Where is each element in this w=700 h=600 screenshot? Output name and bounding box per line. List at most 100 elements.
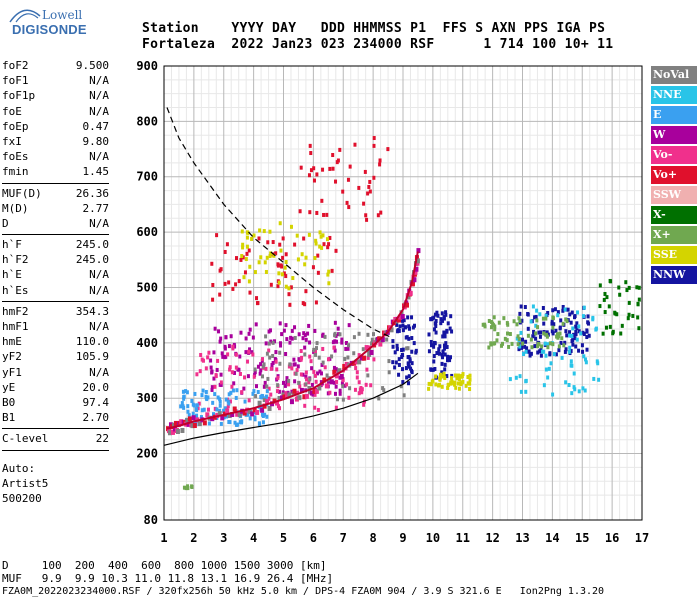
data-point: [232, 406, 237, 412]
data-point: [357, 391, 361, 396]
digisonde-logo: Lowell DIGISONDE: [4, 2, 114, 40]
data-point: [218, 399, 222, 404]
data-point: [264, 334, 268, 339]
data-point: [333, 333, 337, 338]
data-point: [213, 406, 217, 411]
data-point: [256, 390, 260, 395]
data-point: [352, 351, 356, 356]
data-point: [209, 365, 213, 370]
param-row: hmE 110.0: [2, 334, 109, 349]
data-point: [464, 383, 468, 388]
data-point: [271, 340, 275, 345]
data-point: [528, 353, 532, 358]
param-row: h`F2 245.0: [2, 252, 109, 267]
data-point: [280, 264, 284, 269]
data-point: [190, 423, 195, 429]
data-point: [572, 332, 576, 337]
data-point: [556, 310, 560, 315]
data-point: [303, 403, 307, 408]
data-point: [229, 334, 233, 339]
data-point: [546, 332, 550, 337]
legend: NoVal NNE E W Vo- Vo+ SSW X- X+ SSE NNW: [651, 66, 697, 286]
data-point: [436, 350, 440, 355]
data-point: [433, 366, 437, 371]
data-point: [438, 372, 442, 377]
data-point: [316, 253, 320, 258]
data-point: [293, 362, 297, 367]
param-name: foF1p: [2, 89, 36, 103]
data-point: [575, 321, 579, 326]
data-point: [314, 241, 318, 246]
legend-item: W: [651, 126, 697, 144]
data-point: [538, 334, 542, 339]
data-point: [636, 301, 640, 306]
data-point: [281, 390, 285, 395]
data-point: [387, 370, 391, 375]
data-point: [304, 370, 308, 375]
data-point: [443, 362, 447, 367]
data-point: [278, 242, 282, 247]
data-point: [366, 355, 370, 360]
data-point: [237, 412, 242, 418]
data-point: [458, 381, 462, 386]
legend-item: NNE: [651, 86, 697, 104]
data-point: [449, 314, 453, 319]
data-point: [457, 386, 461, 391]
data-point: [573, 387, 577, 392]
param-value: N/A: [89, 320, 109, 333]
data-point: [278, 350, 282, 355]
data-point: [399, 384, 403, 389]
legend-item: NNW: [651, 266, 697, 284]
data-point: [287, 392, 292, 398]
data-point: [615, 312, 619, 317]
data-point: [338, 391, 342, 396]
data-point: [446, 354, 450, 359]
data-point: [259, 362, 263, 367]
data-point: [195, 408, 199, 413]
data-point: [344, 341, 348, 346]
data-point: [236, 422, 240, 427]
param-name: fmin: [2, 165, 29, 179]
data-point: [232, 381, 236, 386]
data-point: [362, 201, 366, 206]
data-point: [210, 369, 214, 374]
data-point: [334, 405, 338, 410]
data-point: [198, 369, 202, 374]
data-point: [551, 392, 555, 397]
data-point: [225, 408, 230, 414]
data-point: [227, 413, 232, 419]
data-point: [167, 430, 172, 436]
data-point: [210, 416, 215, 422]
data-point: [227, 392, 231, 397]
data-point: [279, 343, 283, 348]
data-point: [229, 390, 233, 395]
data-point: [241, 255, 245, 260]
data-point: [404, 302, 409, 308]
data-point: [427, 381, 431, 386]
param-value: 105.9: [75, 350, 109, 364]
data-point: [431, 367, 435, 372]
data-point: [547, 366, 551, 371]
data-point: [284, 274, 288, 279]
data-point: [333, 391, 337, 396]
data-point: [186, 404, 190, 409]
param-row: B1 2.70: [2, 410, 109, 425]
data-point: [246, 359, 250, 364]
data-point: [540, 349, 544, 354]
data-point: [545, 330, 549, 335]
data-point: [569, 348, 573, 353]
data-point: [268, 328, 272, 333]
data-point: [270, 362, 274, 367]
data-point: [532, 329, 536, 334]
data-point: [568, 330, 572, 335]
param-row: foF2 9.500: [2, 58, 109, 73]
data-point: [340, 337, 344, 342]
data-point: [259, 368, 263, 373]
data-point: [315, 210, 319, 215]
data-point: [438, 377, 442, 382]
data-point: [242, 386, 246, 391]
data-point: [556, 332, 560, 337]
data-point: [408, 290, 413, 296]
param-name: M(D): [2, 201, 29, 215]
data-point: [605, 295, 609, 300]
